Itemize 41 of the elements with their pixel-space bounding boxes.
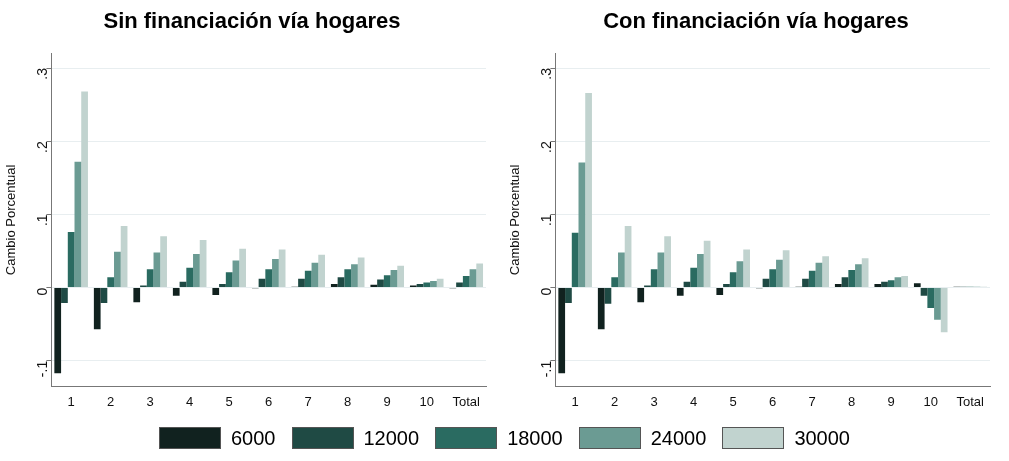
legend-label: 30000: [794, 426, 850, 450]
x-tick-label: 5: [225, 393, 233, 409]
x-tick-label: 4: [690, 393, 698, 409]
x-tick-label: 6: [769, 393, 777, 409]
chart-title: Con financiación vía hogares: [602, 8, 910, 34]
y-tick-label: .2: [538, 141, 555, 153]
legend-label: 12000: [363, 426, 420, 450]
y-tick-label: 0: [538, 287, 555, 296]
y-tick-label: .3: [34, 67, 51, 80]
chart-title: Sin financiación vía hogares: [102, 8, 402, 34]
x-tick-label: 3: [146, 393, 154, 409]
x-tick-label: 9: [887, 393, 895, 409]
x-tick-label: 10: [419, 393, 434, 409]
x-tick-label: 4: [186, 393, 194, 409]
y-tick-label: .3: [538, 67, 555, 80]
x-tick-label: 9: [383, 393, 391, 409]
x-tick-label: 5: [729, 393, 737, 409]
x-tick-label: 8: [848, 393, 856, 409]
y-tick-label: .1: [34, 214, 51, 227]
x-tick-label: 1: [571, 393, 579, 409]
legend-label: 18000: [507, 426, 563, 450]
x-tick-label: Total: [452, 393, 481, 409]
x-tick-label: 3: [650, 393, 658, 409]
y-axis-title: Cambio Porcentual: [507, 164, 523, 276]
y-axis-title: Cambio Porcentual: [3, 164, 19, 276]
y-tick-label: .1: [538, 214, 555, 227]
x-tick-label: 7: [304, 393, 312, 409]
y-tick-label: .2: [34, 141, 51, 153]
x-tick-label: 6: [265, 393, 273, 409]
x-tick-label: Total: [956, 393, 985, 409]
legend-label: 6000: [231, 426, 276, 450]
x-tick-label: 10: [923, 393, 938, 409]
y-tick-label: -.1: [538, 360, 555, 378]
x-tick-label: 8: [344, 393, 352, 409]
x-tick-label: 7: [808, 393, 816, 409]
x-tick-label: 1: [67, 393, 75, 409]
y-tick-label: 0: [34, 287, 51, 296]
x-tick-label: 2: [107, 393, 115, 409]
legend-label: 24000: [650, 426, 707, 450]
x-tick-label: 2: [611, 393, 619, 409]
y-tick-label: -.1: [34, 360, 51, 378]
